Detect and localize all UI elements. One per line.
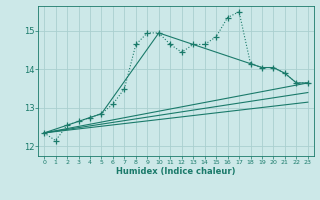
X-axis label: Humidex (Indice chaleur): Humidex (Indice chaleur) xyxy=(116,167,236,176)
